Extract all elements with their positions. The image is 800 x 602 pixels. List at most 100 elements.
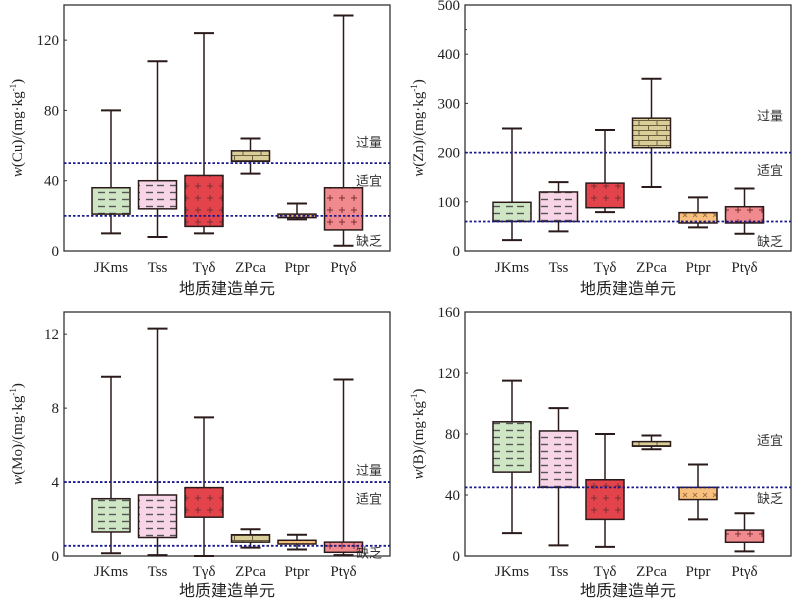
y-tick-label: 80	[445, 427, 460, 443]
box-Tss	[137, 327, 178, 557]
x-tick-label: Tss	[148, 260, 168, 276]
box-iqr	[631, 440, 672, 447]
box-iqr	[678, 486, 718, 501]
y-tick-label: 0	[52, 244, 60, 260]
plot-frame	[464, 4, 792, 252]
y-tick-label: 40	[44, 174, 59, 190]
box-iqr	[538, 430, 579, 489]
box-Tγδ	[184, 416, 224, 557]
x-tick-label: Tss	[549, 260, 569, 276]
box-iqr	[91, 497, 131, 533]
y-tick-label: 4	[52, 475, 60, 491]
y-tick-label: 120	[438, 366, 461, 382]
plot-frame	[63, 311, 391, 557]
box-Tγδ	[585, 128, 625, 214]
box-ZPca	[230, 528, 271, 549]
x-tick-label: Ptγδ	[330, 260, 356, 276]
zone-annotation: 过量	[356, 136, 382, 151]
box-iqr	[323, 186, 364, 231]
box-Ptpr	[277, 533, 317, 551]
box-Ptpr	[678, 196, 718, 229]
box-Ptpr	[678, 463, 718, 521]
zone-annotation: 过量	[757, 110, 783, 125]
box-iqr	[277, 539, 317, 545]
box-iqr	[538, 191, 579, 223]
zone-annotation: 缺乏	[757, 235, 783, 250]
box-iqr	[184, 486, 224, 518]
y-axis-label: w(B)/(mg·kg-1)	[409, 389, 427, 480]
y-tick-label: 400	[438, 47, 461, 63]
y-axis-label: w(Mo)/(mg·kg-1)	[8, 383, 26, 485]
box-Ptγδ	[323, 378, 364, 557]
x-tick-label: JKms	[94, 564, 128, 580]
box-iqr	[230, 150, 271, 163]
box-iqr	[724, 205, 765, 224]
x-tick-label: Tss	[148, 564, 168, 580]
box-JKms	[492, 379, 532, 535]
box-iqr	[137, 494, 178, 539]
box-Ptγδ	[724, 512, 765, 553]
x-tick-label: Ptγδ	[330, 564, 356, 580]
x-tick-label: Tγδ	[594, 564, 617, 580]
y-tick-label: 500	[438, 0, 461, 14]
y-axis-label: w(Zn)/(mg·kg-1)	[409, 79, 427, 177]
x-tick-label: JKms	[495, 260, 529, 276]
box-iqr	[91, 186, 131, 215]
zone-annotation: 缺乏	[356, 546, 382, 561]
y-tick-label: 160	[438, 305, 461, 321]
zone-annotation: 适宜	[356, 175, 382, 190]
box-iqr	[492, 421, 532, 473]
chart-panel-3: 0 40 80 120 160 w(B)/(mg·kg-1) 地质建造单元 JKms Tss Tγ…	[409, 305, 792, 600]
box-Ptpr	[277, 202, 317, 221]
x-tick-label: ZPca	[636, 260, 667, 276]
box-Tss	[137, 60, 178, 238]
chart-panel-2: 0 4 8 12 w(Mo)/(mg·kg-1) 地质建造单元 JKms Tss Tγδ ZPca…	[8, 311, 391, 600]
box-JKms	[492, 127, 532, 242]
y-tick-label: 0	[453, 549, 461, 565]
y-tick-label: 200	[438, 146, 461, 162]
x-tick-label: JKms	[94, 260, 128, 276]
plot-frame	[63, 4, 391, 252]
box-iqr	[277, 213, 317, 219]
box-Tss	[538, 181, 579, 233]
x-tick-label: Tγδ	[193, 564, 216, 580]
box-iqr	[323, 541, 364, 554]
box-Tss	[538, 407, 579, 547]
x-tick-label: Tγδ	[594, 260, 617, 276]
x-axis-label: 地质建造单元	[580, 279, 676, 298]
y-tick-label: 0	[453, 244, 461, 260]
box-iqr	[492, 201, 532, 223]
y-tick-label: 0	[52, 549, 60, 565]
box-Tγδ	[184, 32, 224, 235]
box-Tγδ	[585, 433, 625, 548]
x-tick-label: Ptpr	[284, 564, 309, 580]
y-tick-label: 300	[438, 96, 461, 112]
y-tick-label: 12	[44, 327, 59, 343]
box-iqr	[184, 174, 224, 228]
y-tick-label: 100	[438, 195, 461, 211]
box-Ptγδ	[724, 187, 765, 235]
box-ZPca	[230, 137, 271, 175]
box-iqr	[724, 529, 765, 544]
x-tick-label: ZPca	[235, 260, 266, 276]
box-JKms	[91, 109, 131, 235]
x-axis-label: 地质建造单元	[580, 581, 676, 600]
box-iqr	[585, 479, 625, 521]
chart-panel-1: 0 100 200 300 400 500 w(Zn)/(mg·kg-1) 地质建造单元 JKm…	[409, 0, 792, 298]
x-tick-label: Ptpr	[284, 260, 309, 276]
x-tick-label: Tγδ	[193, 260, 216, 276]
zone-annotation: 缺乏	[757, 492, 783, 507]
zone-annotation: 适宜	[757, 434, 783, 449]
x-axis-label: 地质建造单元	[179, 279, 275, 298]
box-ZPca	[631, 77, 672, 189]
box-iqr	[230, 533, 271, 543]
y-tick-label: 120	[37, 33, 60, 49]
box-Ptγδ	[323, 14, 364, 247]
x-tick-label: Ptpr	[685, 564, 710, 580]
box-JKms	[91, 375, 131, 555]
box-ZPca	[631, 434, 672, 451]
x-tick-label: ZPca	[636, 564, 667, 580]
y-tick-label: 80	[44, 103, 59, 119]
y-tick-label: 8	[52, 401, 60, 417]
